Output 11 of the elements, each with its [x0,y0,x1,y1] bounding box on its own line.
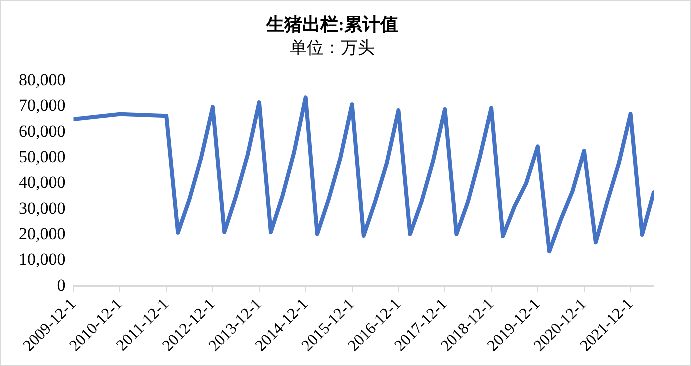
y-tick-label: 20,000 [19,224,66,244]
y-tick-label: 50,000 [19,147,66,166]
chart-subtitle: 单位：万头 [290,38,375,58]
y-tick-label: 80,000 [19,70,66,90]
y-tick-label: 60,000 [19,122,66,141]
y-tick-label: 70,000 [19,96,66,116]
y-tick-label: 30,000 [19,198,66,218]
chart-title: 生猪出栏:累计值 [266,14,398,34]
y-tick-label: 0 [57,276,66,295]
y-tick-label: 40,000 [19,173,66,192]
y-tick-label: 10,000 [19,250,66,270]
